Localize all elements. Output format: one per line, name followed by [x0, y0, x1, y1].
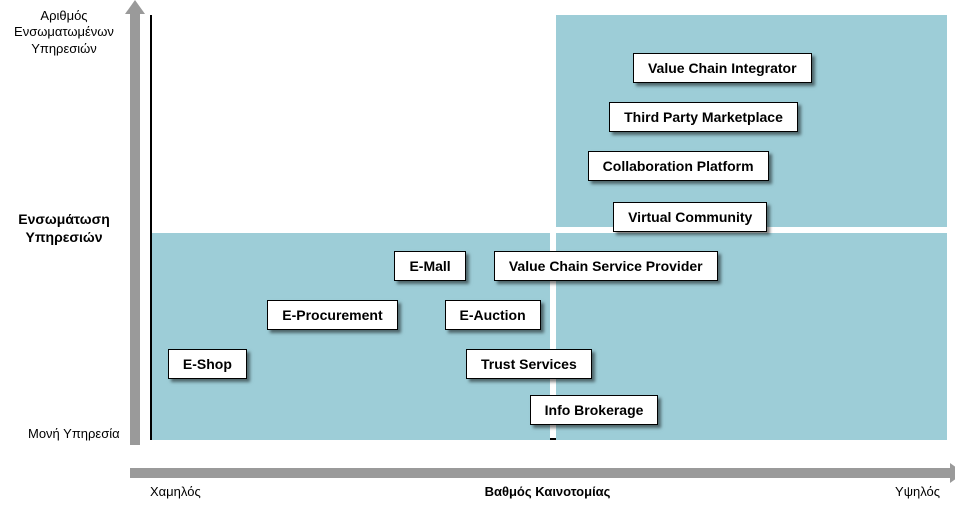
x-axis-title: Βαθμός Καινοτομίας	[150, 484, 945, 499]
y-axis-arrowhead	[125, 0, 145, 14]
y-axis-bar	[130, 10, 140, 445]
node-collab-platform: Collaboration Platform	[588, 151, 769, 181]
y-axis-mid-label: ΕνσωμάτωσηΥπηρεσιών	[2, 210, 126, 246]
y-axis-bottom-label: Μονή Υπηρεσία	[28, 426, 120, 441]
x-axis-arrowhead	[950, 463, 955, 483]
x-axis-bar	[130, 468, 950, 478]
node-virtual-community: Virtual Community	[613, 202, 767, 232]
plot-area: E-Shop E-Procurement E-Mall E-Auction Trust …	[150, 15, 945, 440]
node-tpm: Third Party Marketplace	[609, 102, 798, 132]
y-axis-top-label: ΑριθμόςΕνσωματωμένωνΥπηρεσιών	[2, 8, 126, 57]
diagram-canvas: E-Shop E-Procurement E-Mall E-Auction Trust …	[0, 0, 955, 508]
node-e-procurement: E-Procurement	[267, 300, 397, 330]
node-e-shop: E-Shop	[168, 349, 247, 379]
x-axis-high-label: Υψηλός	[895, 484, 940, 499]
node-vcs-provider: Value Chain Service Provider	[494, 251, 718, 281]
node-e-auction: E-Auction	[445, 300, 541, 330]
node-e-mall: E-Mall	[394, 251, 465, 281]
node-vc-integrator: Value Chain Integrator	[633, 53, 812, 83]
node-info-brokerage: Info Brokerage	[530, 395, 659, 425]
quadrant-bottom-left	[152, 233, 550, 440]
node-trust-services: Trust Services	[466, 349, 592, 379]
